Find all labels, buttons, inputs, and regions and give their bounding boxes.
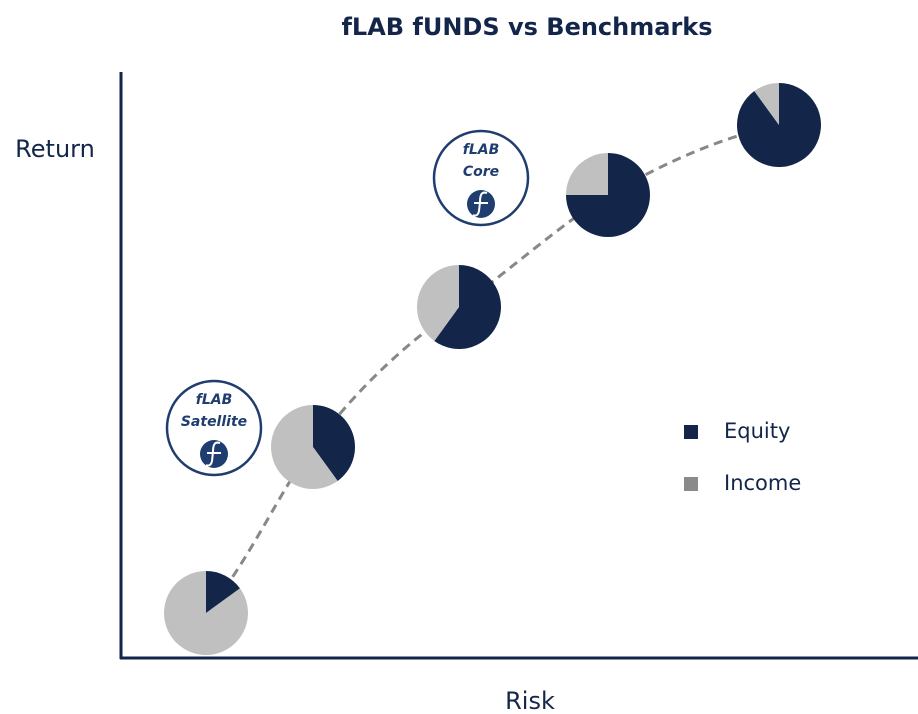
chart-title: fLAB fUNDS vs Benchmarks [341, 13, 712, 41]
legend-swatch [684, 477, 698, 491]
badge: fLAB Satellite [165, 379, 263, 477]
badge-text: fLAB [196, 392, 233, 408]
pie-slice [737, 83, 822, 168]
frontier-curve [204, 123, 780, 614]
pie-slice [206, 571, 240, 613]
badge-circle [165, 379, 263, 477]
legend-label: Income [724, 471, 801, 495]
badge-text: Satellite [181, 414, 247, 430]
x-axis-label: Risk [505, 687, 555, 714]
pie-slice [313, 405, 355, 481]
badge-text: Core [463, 164, 499, 180]
legend-label: Equity [724, 419, 790, 443]
badge-logo-glyph [205, 441, 221, 467]
pie-slice [164, 571, 248, 655]
y-axis-label: Return [15, 135, 95, 163]
pie-slice [270, 405, 338, 490]
legend-swatch [684, 425, 698, 439]
pie-slice [566, 153, 608, 195]
pie-slice [417, 265, 459, 341]
pie-slice [754, 83, 779, 125]
badge: fLAB Core [432, 129, 530, 227]
badge-circle [432, 129, 530, 227]
pie-slice [434, 265, 502, 349]
badge-text: fLAB [463, 142, 500, 158]
badge-logo-glyph [472, 191, 488, 217]
